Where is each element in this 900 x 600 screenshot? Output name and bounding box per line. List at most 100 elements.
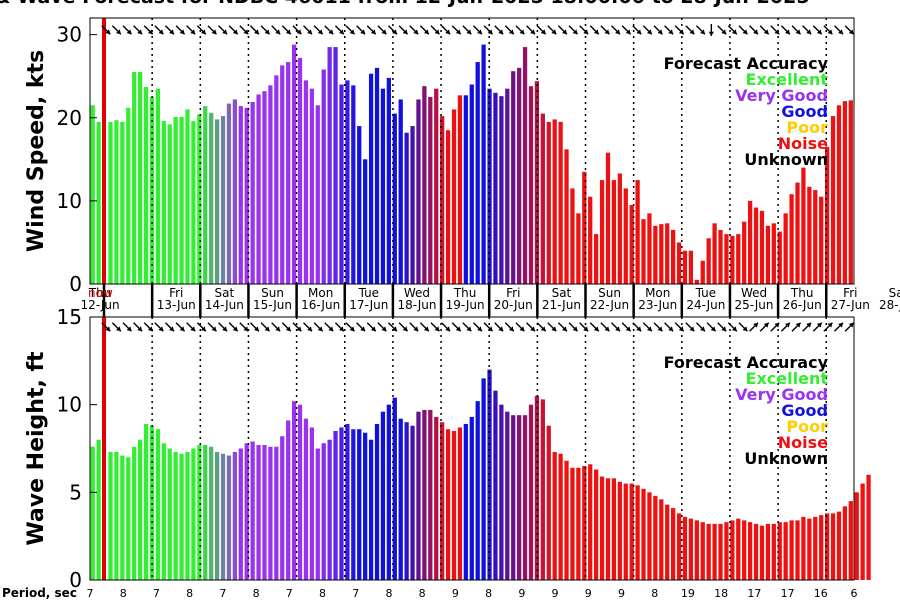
bar	[357, 429, 362, 580]
bar	[842, 101, 848, 285]
period-value: 8	[253, 587, 260, 600]
bar	[647, 492, 652, 580]
bar	[232, 452, 237, 580]
day-date: 23-Jun	[638, 298, 677, 312]
direction-arrow	[653, 322, 663, 332]
direction-arrow	[271, 25, 281, 35]
direction-arrow	[642, 322, 653, 332]
direction-arrow	[685, 25, 695, 35]
direction-arrow	[504, 25, 515, 35]
bar	[635, 180, 640, 284]
day-date: 26-Jun	[783, 298, 822, 312]
bar	[558, 453, 563, 580]
bar	[363, 159, 368, 284]
direction-arrow	[313, 25, 324, 35]
direction-arrow	[568, 322, 579, 332]
bar	[191, 448, 196, 580]
legend-entry: Unknown	[744, 150, 828, 169]
period-value: 7	[87, 587, 94, 600]
direction-arrow	[228, 322, 239, 332]
bar	[226, 455, 232, 580]
legend-entry: Excellent	[746, 70, 829, 89]
bar	[126, 457, 131, 580]
bar	[546, 121, 551, 284]
bar	[682, 250, 688, 284]
bar	[137, 439, 143, 580]
period-value: 8	[385, 587, 392, 600]
period-value: 18	[714, 587, 728, 600]
bar	[499, 404, 504, 580]
bar	[570, 188, 575, 284]
direction-arrow	[557, 322, 568, 332]
bar	[564, 460, 569, 580]
direction-arrow	[749, 25, 759, 35]
bar	[753, 207, 759, 284]
bar	[244, 443, 249, 580]
bar	[576, 213, 581, 284]
bar	[694, 520, 699, 580]
y-tick-label: 15	[57, 305, 82, 329]
bar	[730, 235, 735, 284]
plot-frame	[89, 17, 855, 285]
period-value: 17	[747, 587, 761, 600]
y-tick-label: 0	[69, 568, 82, 592]
bar	[197, 114, 202, 285]
legend-entry: Good	[781, 102, 828, 121]
bar	[291, 44, 297, 284]
direction-arrow	[398, 322, 409, 332]
bar	[173, 452, 178, 580]
legend-entry: Very Good	[735, 86, 828, 105]
bar	[801, 167, 806, 285]
bar	[286, 420, 291, 580]
direction-arrow	[727, 322, 738, 332]
bar	[333, 430, 338, 580]
direction-arrow	[292, 25, 302, 35]
direction-arrow	[175, 25, 186, 35]
bar	[653, 495, 658, 580]
direction-arrow	[780, 25, 791, 35]
bar	[789, 194, 794, 284]
direction-arrow	[122, 25, 132, 35]
direction-arrow	[547, 25, 557, 35]
day-of-week: Wed	[404, 286, 430, 300]
bar	[629, 205, 634, 284]
direction-arrow	[802, 322, 812, 332]
direction-arrow	[483, 322, 494, 332]
bar	[736, 518, 741, 580]
direction-arrow	[175, 322, 186, 332]
direction-arrow	[186, 25, 196, 35]
bar	[481, 378, 486, 580]
period-value: 9	[518, 587, 525, 600]
direction-arrow	[281, 322, 292, 332]
direction-arrow	[419, 25, 430, 35]
bar	[155, 88, 161, 284]
bar	[671, 229, 676, 284]
bar	[108, 452, 113, 580]
bar	[511, 415, 516, 580]
day-of-week: Thu	[453, 286, 477, 300]
bar	[451, 109, 457, 284]
bar	[517, 415, 522, 580]
bar	[641, 219, 646, 284]
direction-arrow	[154, 25, 164, 35]
bar	[309, 427, 314, 580]
direction-arrow	[727, 25, 738, 35]
bar	[830, 513, 836, 580]
day-of-week: Wed	[741, 286, 767, 300]
direction-arrow	[738, 322, 748, 332]
bar	[173, 116, 178, 284]
panel-wind: 0 10 20 30 Wind Speed, kts Forecast AccuracyE…	[24, 17, 855, 296]
bar	[345, 80, 350, 284]
bar	[149, 425, 155, 580]
direction-arrow	[462, 25, 472, 35]
bar	[380, 411, 386, 580]
direction-arrow	[621, 322, 632, 332]
bar	[617, 481, 622, 580]
bar	[268, 85, 273, 284]
direction-arrow	[313, 322, 324, 332]
bar	[475, 62, 480, 285]
bar	[748, 522, 753, 580]
direction-arrow	[451, 322, 462, 332]
